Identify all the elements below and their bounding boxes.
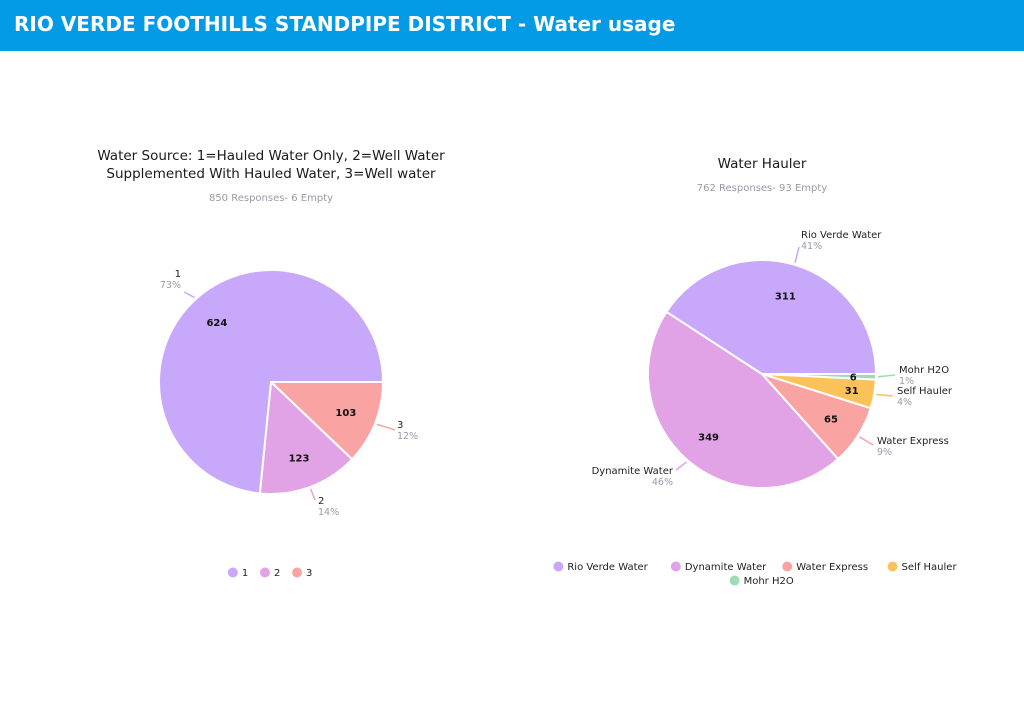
leader-line (877, 374, 896, 378)
legend-item-label: 2 (274, 568, 280, 579)
legend-swatch (887, 561, 898, 572)
leader-line (309, 488, 316, 501)
leader-line (183, 291, 195, 299)
chart-subtitle: 850 Responses- 6 Empty (209, 193, 333, 204)
legend-swatch (670, 561, 681, 572)
pie-slice-2 (258, 379, 354, 495)
pie-chart-1: Water Source: 1=Hauled Water Only, 2=Wel… (97, 148, 445, 579)
slice-percent: 4% (897, 397, 912, 408)
slice-label: 1 (175, 269, 181, 280)
pie-slice-dynamite-water (647, 310, 840, 489)
slice-label: Dynamite Water (592, 466, 674, 477)
chart-title-line: Supplemented With Hauled Water, 3=Well w… (106, 166, 436, 182)
slice-label: Water Express (877, 436, 949, 447)
slice-value-label: 31 (845, 386, 859, 397)
slice-percent: 41% (801, 241, 822, 252)
page-header: RIO VERDE FOOTHILLS STANDPIPE DISTRICT -… (0, 0, 1024, 51)
legend-swatch (553, 561, 564, 572)
charts-canvas: Water Source: 1=Hauled Water Only, 2=Wel… (97, 148, 957, 587)
slice-label: Self Hauler (897, 386, 953, 397)
slice-value-label: 103 (335, 408, 356, 419)
leader-line (876, 393, 894, 397)
page-title: RIO VERDE FOOTHILLS STANDPIPE DISTRICT -… (14, 12, 676, 36)
slice-value-label: 624 (206, 318, 227, 329)
leader-line (675, 461, 687, 471)
pie-slice-3 (268, 381, 385, 461)
legend-swatch (729, 575, 740, 586)
pie-chart-2: Water Hauler 762 Responses- 93 Empty 6 31 65… (553, 156, 957, 587)
slice-value-label: 65 (824, 415, 838, 426)
slice-label: 2 (318, 496, 324, 507)
slice-value-label: 311 (775, 291, 796, 302)
slice-percent: 12% (397, 431, 418, 442)
legend-item-label: 1 (242, 568, 248, 579)
slice-percent: 9% (877, 447, 892, 458)
pie-slice-1 (158, 269, 385, 495)
slice-label: Mohr H2O (899, 365, 949, 376)
legend-item-label: 3 (306, 568, 312, 579)
chart-title-line: Water Hauler (718, 156, 807, 172)
slice-value-label: 123 (289, 454, 310, 465)
legend-swatch (259, 567, 270, 578)
chart-legend: Rio Verde Water Dynamite Water Water Expre… (553, 561, 958, 587)
slice-percent: 73% (160, 280, 181, 291)
legend-item-label: Mohr H2O (744, 576, 794, 587)
legend-item-label: Self Hauler (902, 562, 958, 573)
slice-percent: 1% (899, 376, 914, 387)
slice-value-label: 6 (850, 372, 857, 383)
legend-swatch (227, 567, 238, 578)
slice-label: 3 (397, 420, 403, 431)
chart-legend: 1 2 3 (227, 567, 312, 579)
legend-swatch (292, 567, 303, 578)
chart-subtitle: 762 Responses- 93 Empty (697, 183, 828, 194)
slice-value-label: 349 (698, 432, 719, 443)
leader-line (794, 246, 800, 263)
legend-item-label: Rio Verde Water (567, 562, 648, 573)
legend-swatch (782, 561, 793, 572)
legend-item-label: Water Express (796, 562, 868, 573)
slice-percent: 46% (652, 477, 673, 488)
pie-slice-rio-verde-water (665, 259, 878, 375)
leader-line (376, 423, 396, 431)
legend-item-label: Dynamite Water (685, 562, 767, 573)
chart-title-line: Water Source: 1=Hauled Water Only, 2=Wel… (97, 148, 445, 164)
slice-percent: 14% (318, 507, 339, 518)
slice-label: Rio Verde Water (801, 230, 882, 241)
leader-line (859, 436, 874, 446)
